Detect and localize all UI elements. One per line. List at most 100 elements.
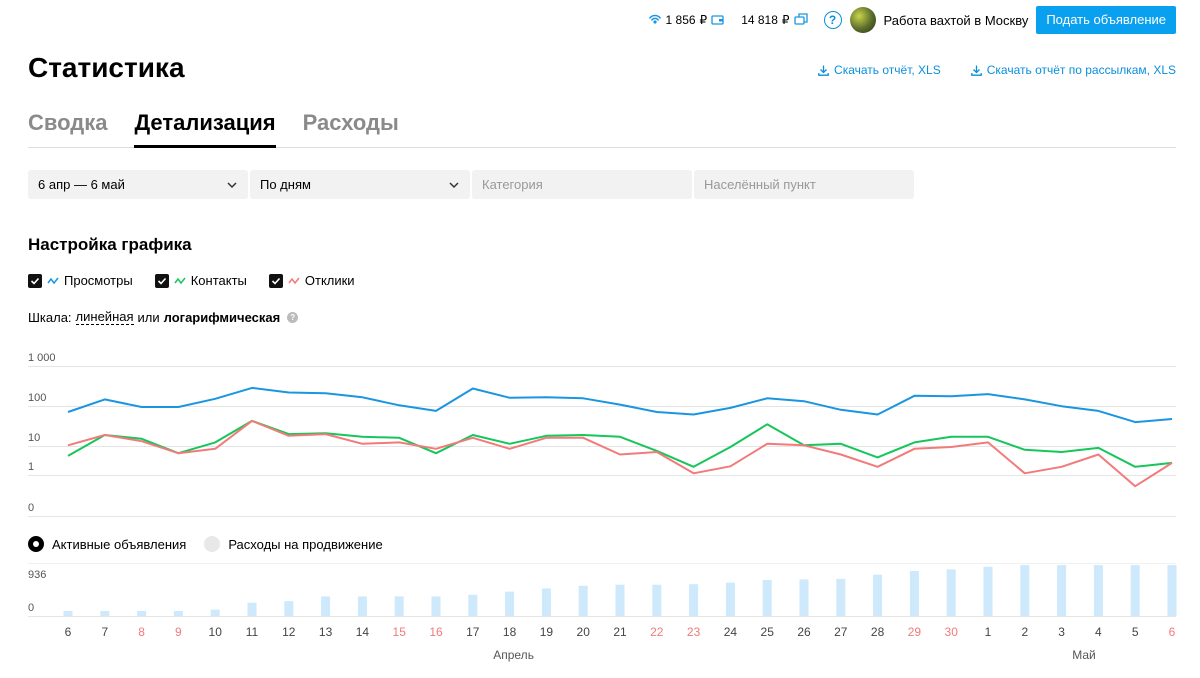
checkbox-responses-label: Отклики	[304, 273, 355, 288]
x-tick-label: 6	[65, 625, 72, 639]
x-tick-label: 8	[138, 625, 145, 639]
x-tick-label: 20	[577, 625, 591, 639]
currency-symbol: ₽	[699, 13, 708, 27]
scale-linear-link[interactable]: линейная	[75, 309, 134, 325]
chart-settings-title: Настройка графика	[28, 235, 192, 254]
bonus-currency-symbol: ₽	[781, 13, 790, 27]
radio-active-ads-label: Активные объявления	[52, 536, 187, 552]
bar	[1130, 565, 1140, 616]
download-report-link[interactable]: Скачать отчёт, XLS	[818, 63, 941, 77]
bonus-balance[interactable]: 14 818 ₽	[741, 13, 808, 27]
radio-active-ads[interactable]: Активные объявления	[28, 536, 186, 552]
checkbox-checked-icon	[28, 273, 42, 288]
bar	[394, 596, 404, 616]
checkbox-checked-icon	[268, 273, 283, 288]
radio-unselected-icon	[204, 536, 221, 552]
bar	[983, 566, 993, 616]
scale-log-option[interactable]: логарифмическая	[163, 309, 281, 325]
month-label: Апрель	[493, 648, 534, 662]
bar	[63, 610, 73, 616]
location-select[interactable]: Населённый пункт	[694, 170, 914, 199]
x-tick-label: 15	[393, 625, 407, 639]
bar	[615, 584, 625, 616]
tab-summary[interactable]: Сводка	[28, 110, 108, 135]
checkbox-contacts[interactable]: Контакты	[154, 273, 247, 288]
tab-details[interactable]: Детализация	[134, 106, 276, 148]
x-tick-label: 5	[1132, 625, 1139, 639]
x-tick-label: 23	[687, 625, 701, 639]
period-value: 6 апр — 6 май	[38, 177, 125, 192]
x-tick-label: 21	[613, 625, 627, 639]
bar	[1093, 565, 1103, 616]
filter-bar: 6 апр — 6 май По дням Категория Населённ…	[28, 170, 914, 199]
bonus-icon	[793, 13, 808, 25]
bar	[873, 574, 883, 616]
x-tick-label: 3	[1058, 625, 1065, 639]
y-tick-label: 1 000	[28, 352, 56, 364]
bar	[909, 570, 919, 616]
series-line	[67, 419, 1173, 488]
top-bar: 1 856 ₽ 14 818 ₽ ? Работа вахтой в Москв…	[648, 6, 1176, 34]
grouping-value: По дням	[260, 177, 311, 192]
bar	[946, 569, 956, 616]
avatar[interactable]	[849, 7, 876, 33]
x-tick-label: 11	[246, 625, 259, 639]
bar	[578, 585, 588, 616]
bar	[173, 610, 183, 616]
help-icon[interactable]: ?	[823, 11, 842, 29]
y-tick-label: 0	[28, 502, 34, 514]
bar	[321, 596, 331, 616]
bar	[137, 610, 147, 616]
radio-promo-costs[interactable]: Расходы на продвижение	[204, 536, 383, 552]
scale-or: или	[137, 309, 160, 325]
grouping-select[interactable]: По дням	[250, 170, 470, 199]
checkbox-contacts-label: Контакты	[190, 273, 247, 288]
scale-switch: Шкала: линейная или логарифмическая ?	[28, 309, 299, 325]
bar	[468, 594, 478, 616]
download-report-label: Скачать отчёт, XLS	[834, 63, 941, 77]
x-tick-label: 29	[908, 625, 922, 639]
period-select[interactable]: 6 апр — 6 май	[28, 170, 248, 199]
bar	[431, 596, 441, 616]
tab-bar: Сводка Детализация Расходы	[28, 106, 1176, 148]
balance-value: 1 856	[665, 13, 696, 27]
month-label: Май	[1072, 648, 1096, 662]
checkbox-views-label: Просмотры	[64, 273, 133, 288]
x-tick-label: 1	[985, 625, 992, 639]
download-links: Скачать отчёт, XLS Скачать отчёт по расс…	[818, 63, 1176, 77]
profile-name[interactable]: Работа вахтой в Москву	[883, 12, 1029, 28]
bar	[799, 579, 809, 616]
y-tick-label: 0	[28, 602, 34, 614]
y-tick-label: 100	[28, 392, 46, 404]
post-ad-button[interactable]: Подать объявление	[1036, 6, 1176, 34]
bar	[652, 584, 662, 616]
bar	[836, 578, 846, 616]
scale-label: Шкала:	[28, 309, 72, 325]
y-tick-label: 10	[28, 432, 40, 444]
line-series-icon	[47, 277, 59, 284]
x-tick-label: 7	[101, 625, 108, 639]
bar	[1020, 565, 1030, 616]
download-mailing-report-link[interactable]: Скачать отчёт по рассылкам, XLS	[970, 63, 1176, 77]
x-tick-label: 19	[540, 625, 554, 639]
category-select[interactable]: Категория	[472, 170, 692, 199]
line-series-icon	[174, 277, 186, 284]
download-mailing-label: Скачать отчёт по рассылкам, XLS	[986, 63, 1176, 77]
bar	[505, 591, 515, 616]
chevron-down-icon	[449, 181, 459, 188]
checkbox-responses[interactable]: Отклики	[268, 273, 355, 288]
bar	[541, 588, 551, 616]
x-tick-label: 18	[503, 625, 517, 639]
x-tick-label: 2	[1021, 625, 1028, 639]
location-placeholder: Населённый пункт	[704, 177, 816, 192]
tab-expenses[interactable]: Расходы	[302, 110, 399, 135]
download-icon	[970, 65, 982, 76]
question-icon[interactable]: ?	[287, 311, 299, 323]
checkbox-views[interactable]: Просмотры	[28, 273, 133, 288]
x-tick-label: 26	[797, 625, 811, 639]
bar	[284, 601, 294, 616]
x-tick-label: 4	[1095, 625, 1102, 639]
wallet-balance[interactable]: 1 856 ₽	[648, 13, 726, 27]
